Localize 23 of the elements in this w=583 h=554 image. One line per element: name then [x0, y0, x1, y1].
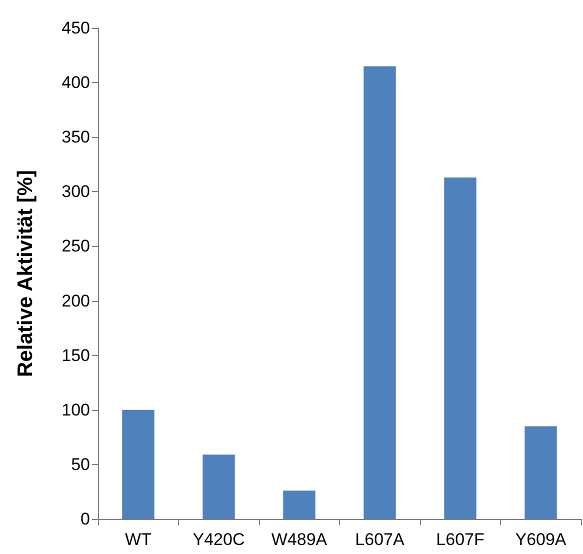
bar [444, 177, 476, 519]
y-tick-label: 200 [62, 291, 90, 310]
bar [283, 490, 316, 519]
y-tick-label: 350 [62, 128, 90, 147]
y-axis-title: Relative Aktivität [%] [14, 170, 37, 377]
y-tick-label: 100 [62, 400, 90, 420]
bar [524, 426, 557, 519]
y-tick-label: 0 [80, 510, 90, 528]
x-tick-label: L607A [355, 530, 405, 549]
x-tick-label: Y420C [192, 530, 245, 549]
y-tick-label: 450 [62, 18, 90, 38]
y-tick-label: 400 [62, 73, 90, 92]
y-tick-label: 300 [62, 182, 90, 202]
x-tick-label: W489A [271, 530, 328, 549]
x-tick-label: WT [125, 530, 152, 549]
bar [364, 66, 396, 519]
x-tick-label: L607F [436, 530, 484, 549]
x-tick-label: Y609A [515, 530, 567, 549]
y-tick-label: 50 [71, 454, 90, 474]
bar [122, 410, 154, 519]
y-tick-label: 150 [62, 346, 90, 365]
y-tick-label: 250 [62, 236, 90, 256]
bar [202, 454, 235, 519]
